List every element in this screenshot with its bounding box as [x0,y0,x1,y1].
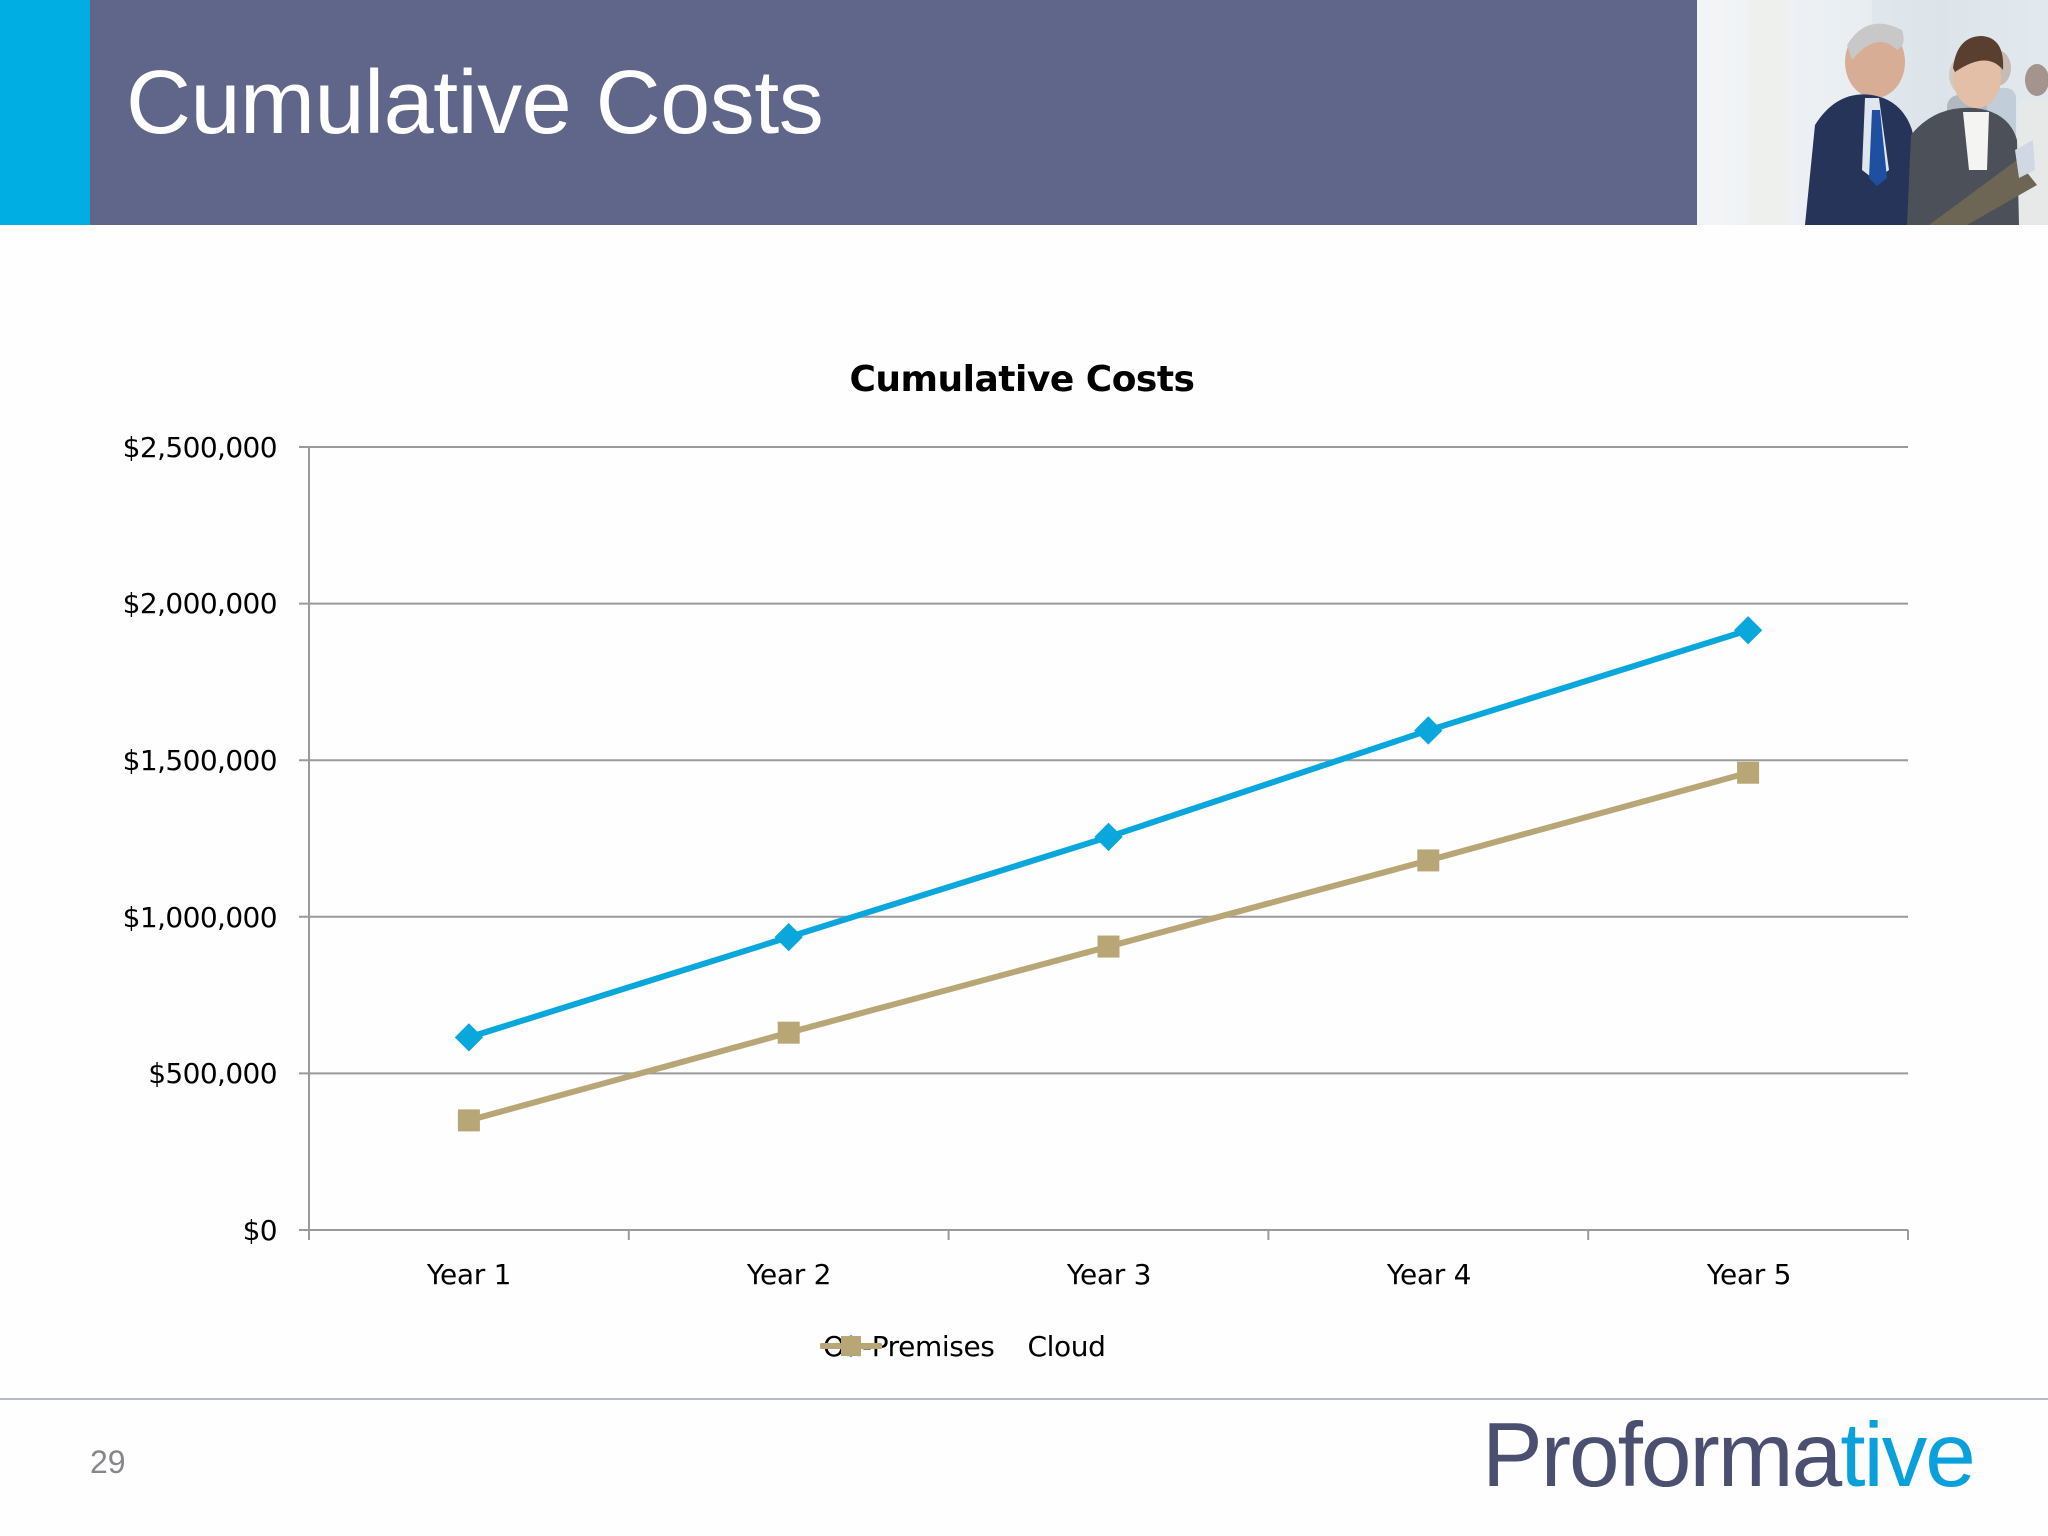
x-tick-label: Year 3 [1066,1258,1152,1291]
line-chart-plot [299,446,1909,1240]
x-tick-label: Year 4 [1386,1258,1472,1291]
proformative-logo: Proformative [1482,1410,1976,1501]
page-number: 29 [90,1444,126,1480]
square-marker-icon [1097,935,1120,958]
legend-item-cloud: Cloud [820,1329,1106,1363]
slide-title: Cumulative Costs [126,53,824,153]
y-tick-label: $2,500,000 [122,431,278,464]
diamond-marker-icon [454,1023,484,1052]
chart-title: Cumulative Costs [849,359,1195,400]
business-people-photo-icon [1747,0,2048,225]
accent-bar [0,0,90,225]
square-marker-icon [1417,849,1440,872]
square-marker-icon [820,1336,882,1356]
x-tick-label: Year 2 [746,1258,832,1291]
diamond-marker-icon [1733,616,1763,645]
logo-text-primary: Proforma [1482,1405,1842,1506]
square-marker-icon [777,1021,800,1044]
chart-container: Cumulative Costs $2,500,000 $2,000,000 $… [0,225,2048,1395]
x-tick-label: Year 5 [1706,1258,1792,1291]
y-tick-label: $1,000,000 [122,901,278,934]
y-tick-label: $500,000 [148,1057,277,1090]
diamond-marker-icon [1414,716,1443,745]
title-band: Cumulative Costs [90,0,1697,225]
logo-text-accent: tive [1840,1405,1976,1506]
y-tick-label: $2,000,000 [122,587,278,620]
square-marker-icon [1737,761,1760,784]
diamond-marker-icon [1094,822,1123,852]
y-tick-label: $0 [242,1214,278,1247]
diamond-marker-icon [774,923,803,952]
footer-divider [0,1398,2048,1400]
header-photo [1697,0,2048,225]
y-tick-label: $1,500,000 [122,744,278,777]
square-marker-icon [457,1109,480,1132]
chart-legend: On-Premises Cloud [820,1328,1135,1364]
slide-header: Cumulative Costs [0,0,2048,225]
x-tick-label: Year 1 [426,1258,512,1291]
legend-label: Cloud [1027,1329,1106,1363]
